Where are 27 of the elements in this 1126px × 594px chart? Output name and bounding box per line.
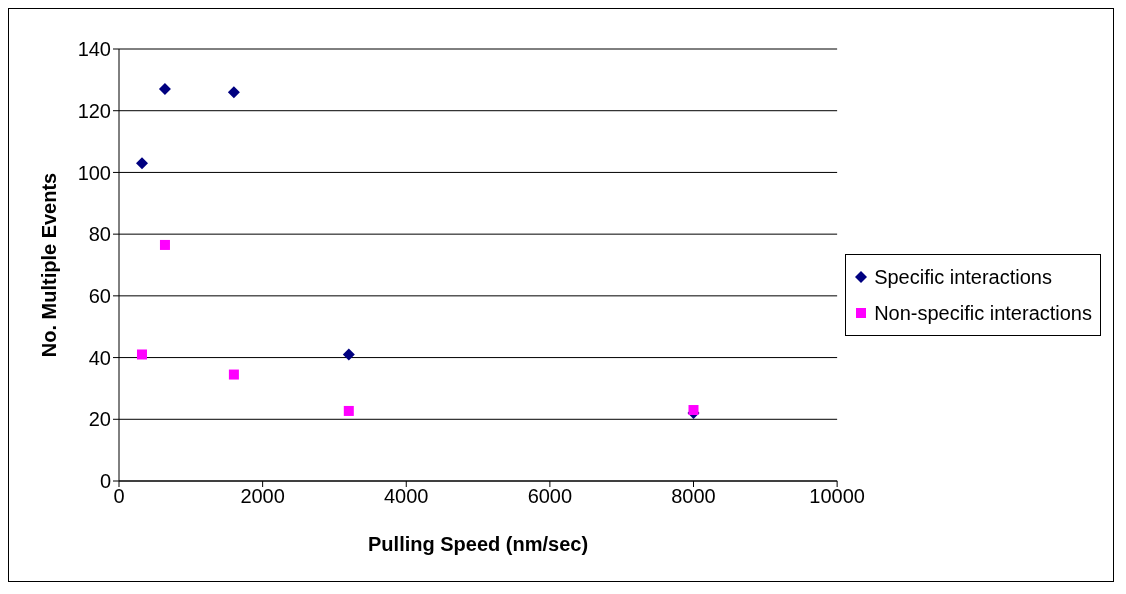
point (343, 405, 354, 416)
point (227, 86, 240, 99)
point (342, 348, 355, 361)
y-tick-label: 60 (88, 284, 111, 307)
x-tick-label: 4000 (384, 485, 429, 508)
x-tick-label: 0 (113, 485, 125, 508)
point (135, 157, 148, 170)
point (688, 405, 699, 416)
point (159, 239, 170, 250)
x-tick-label: 6000 (527, 485, 573, 508)
point (228, 369, 239, 380)
y-axis-title: No. Multiple Events (38, 172, 61, 358)
y-tick-label: 120 (77, 99, 111, 122)
point (136, 349, 147, 360)
y-tick-label: 140 (77, 38, 111, 61)
x-tick-label: 8000 (671, 485, 716, 508)
y-tick-label: 100 (77, 161, 111, 184)
y-tick-label: 0 (99, 470, 111, 493)
legend-label: Non-specific interactions (874, 301, 1092, 326)
y-tick-label: 80 (88, 223, 111, 246)
y-tick-label: 20 (88, 408, 111, 431)
y-tick-label: 40 (88, 346, 111, 369)
x-tick-label: 10000 (809, 485, 865, 508)
legend-label: Specific interactions (874, 265, 1052, 290)
x-axis-title: Pulling Speed (nm/sec) (368, 533, 589, 555)
point (158, 83, 171, 96)
x-tick-label: 2000 (240, 485, 285, 508)
